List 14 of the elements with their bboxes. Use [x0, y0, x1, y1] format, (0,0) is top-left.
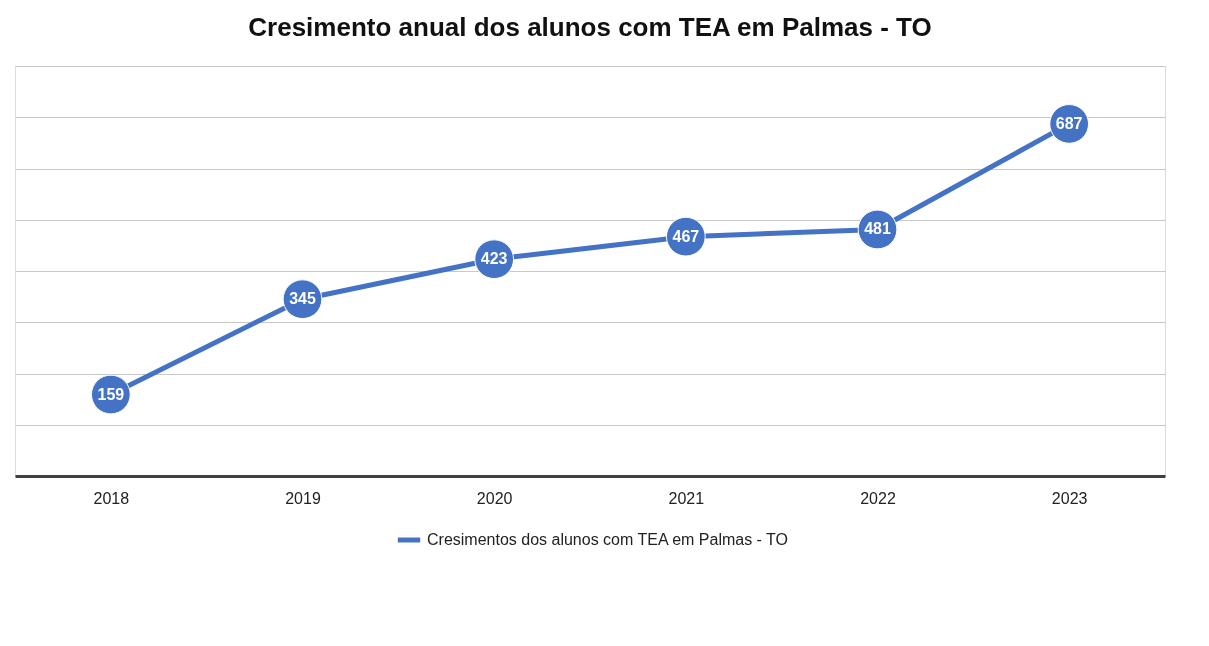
x-tick-label: 2020 [476, 489, 513, 507]
legend-label: Cresimentos dos alunos com TEA em Palmas - TO [427, 531, 789, 548]
data-label: 423 [480, 250, 508, 268]
x-tick-label: 2022 [860, 489, 896, 507]
x-tick-label: 2019 [285, 489, 321, 507]
x-tick-label: 2018 [93, 489, 130, 507]
data-label: 345 [289, 290, 316, 308]
data-label: 687 [1055, 114, 1083, 132]
data-label: 481 [864, 220, 891, 238]
x-tick-label: 2023 [1051, 489, 1088, 507]
x-tick-label: 2021 [668, 489, 705, 507]
chart-title: Cresimento anual dos alunos com TEA em Palmas - TO [248, 12, 932, 42]
data-label: 159 [97, 385, 125, 403]
data-label: 467 [672, 227, 700, 245]
